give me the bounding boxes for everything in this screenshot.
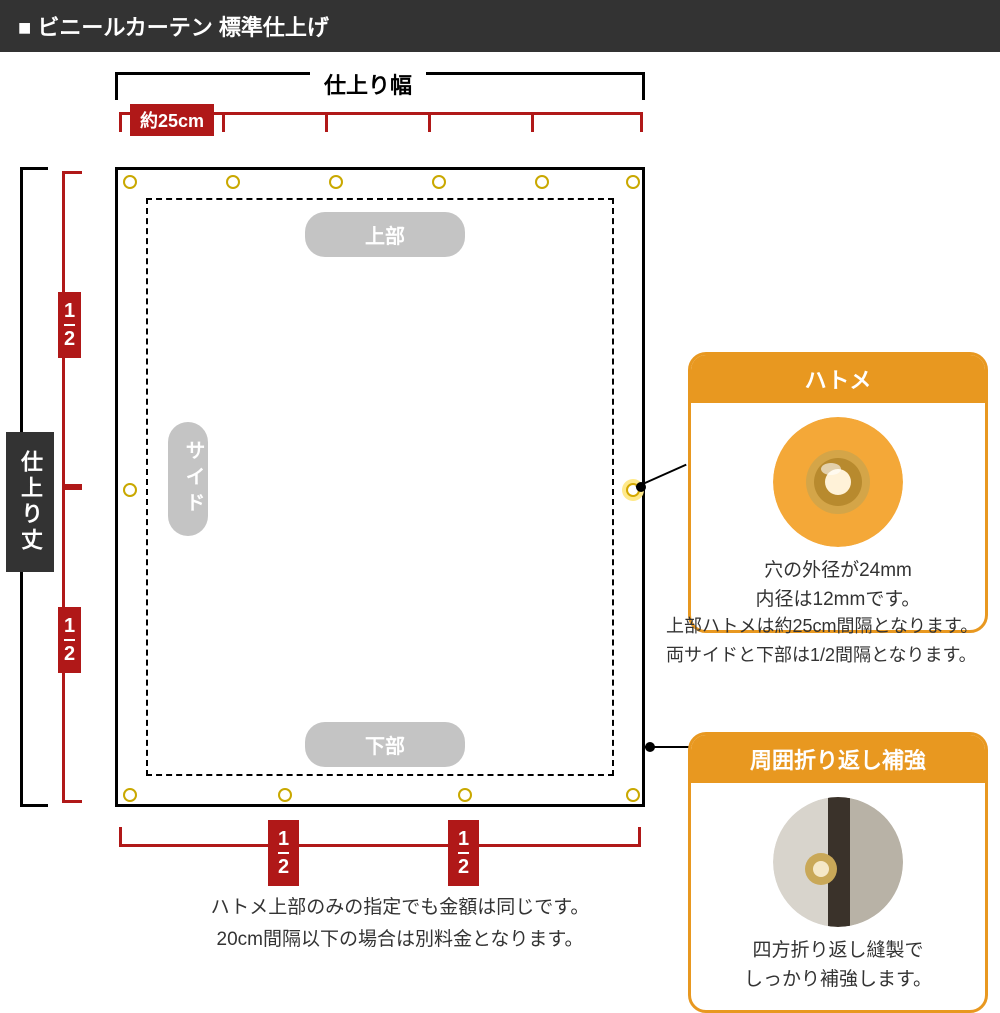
left-half-label-lower: 1 2 [58, 607, 81, 673]
left-half-label-upper: 1 2 [58, 292, 81, 358]
grommet-icon [123, 788, 137, 802]
header-title: ビニールカーテン 標準仕上げ [37, 15, 328, 40]
fraction-numerator: 1 [64, 300, 75, 322]
fraction-denominator: 2 [458, 856, 469, 878]
approx-25cm-label: 約25cm [130, 104, 214, 136]
grommet-icon [329, 175, 343, 189]
grommet-icon [123, 175, 137, 189]
red-tick [222, 112, 225, 132]
footnote-line1: ハトメ上部のみの指定でも金額は同じです。 [140, 892, 660, 924]
card-title: 周囲折り返し補強 [691, 735, 985, 783]
card-desc-line1: 四方折り返し縫製で [703, 937, 973, 966]
grommet-icon [278, 788, 292, 802]
red-tick [531, 112, 534, 132]
height-label: 仕上り丈 [6, 432, 54, 572]
grommet-icon [226, 175, 240, 189]
grommet-icon [123, 483, 137, 497]
fraction-line [64, 639, 75, 641]
diagram-area: 仕上り幅 仕上り丈 約25cm 1 2 1 2 [0, 52, 1000, 992]
stitch-line [146, 198, 614, 776]
fraction-denominator: 2 [64, 328, 75, 350]
top-region-label: 上部 [305, 212, 465, 257]
reinforcement-callout-card: 周囲折り返し補強 四方折り返し縫製で しっかり補強します。 [688, 732, 988, 1013]
note-line2: 両サイドと下部は1/2間隔となります。 [666, 641, 996, 670]
fraction-denominator: 2 [64, 643, 75, 665]
section-header: ビニールカーテン 標準仕上げ [0, 0, 1000, 52]
callout-line [645, 746, 689, 748]
fraction-numerator: 1 [64, 615, 75, 637]
note-line1: 上部ハトメは約25cm間隔となります。 [666, 612, 996, 641]
grommet-icon [626, 175, 640, 189]
red-tick [325, 112, 328, 132]
grommet-icon [458, 788, 472, 802]
fraction-line [278, 852, 289, 854]
card-body: 四方折り返し縫製で しっかり補強します。 [691, 783, 985, 1010]
fraction-line [64, 324, 75, 326]
grommet-photo-icon [773, 417, 903, 547]
grommet-icon [432, 175, 446, 189]
grommet-callout-card: ハトメ 穴の外径が24mm 内径は12mmです。 [688, 352, 988, 633]
width-label: 仕上り幅 [310, 68, 426, 100]
fraction-numerator: 1 [458, 828, 469, 850]
grommet-icon [535, 175, 549, 189]
bottom-half-bracket-2 [285, 827, 465, 847]
fraction-denominator: 2 [278, 856, 289, 878]
card-desc-line2: 内径は12mmです。 [703, 586, 973, 615]
bottom-half-label-2: 1 2 [448, 820, 479, 886]
fraction-line [458, 852, 469, 854]
side-region-label: サイド [168, 422, 208, 536]
bottom-region-label: 下部 [305, 722, 465, 767]
grommet-spacing-note: 上部ハトメは約25cm間隔となります。 両サイドと下部は1/2間隔となります。 [666, 612, 996, 670]
grommet-icon [626, 788, 640, 802]
bottom-half-bracket-1 [119, 827, 285, 847]
card-body: 穴の外径が24mm 内径は12mmです。 [691, 403, 985, 630]
bottom-half-bracket-3 [465, 827, 641, 847]
card-title: ハトメ [691, 355, 985, 403]
footnote: ハトメ上部のみの指定でも金額は同じです。 20cm間隔以下の場合は別料金となりま… [140, 892, 660, 957]
card-desc-line2: しっかり補強します。 [703, 966, 973, 995]
fraction-numerator: 1 [278, 828, 289, 850]
card-desc-line1: 穴の外径が24mm [703, 557, 973, 586]
bottom-half-label-1: 1 2 [268, 820, 299, 886]
red-tick [428, 112, 431, 132]
reinforcement-photo-icon [773, 797, 903, 927]
footnote-line2: 20cm間隔以下の場合は別料金となります。 [140, 924, 660, 956]
